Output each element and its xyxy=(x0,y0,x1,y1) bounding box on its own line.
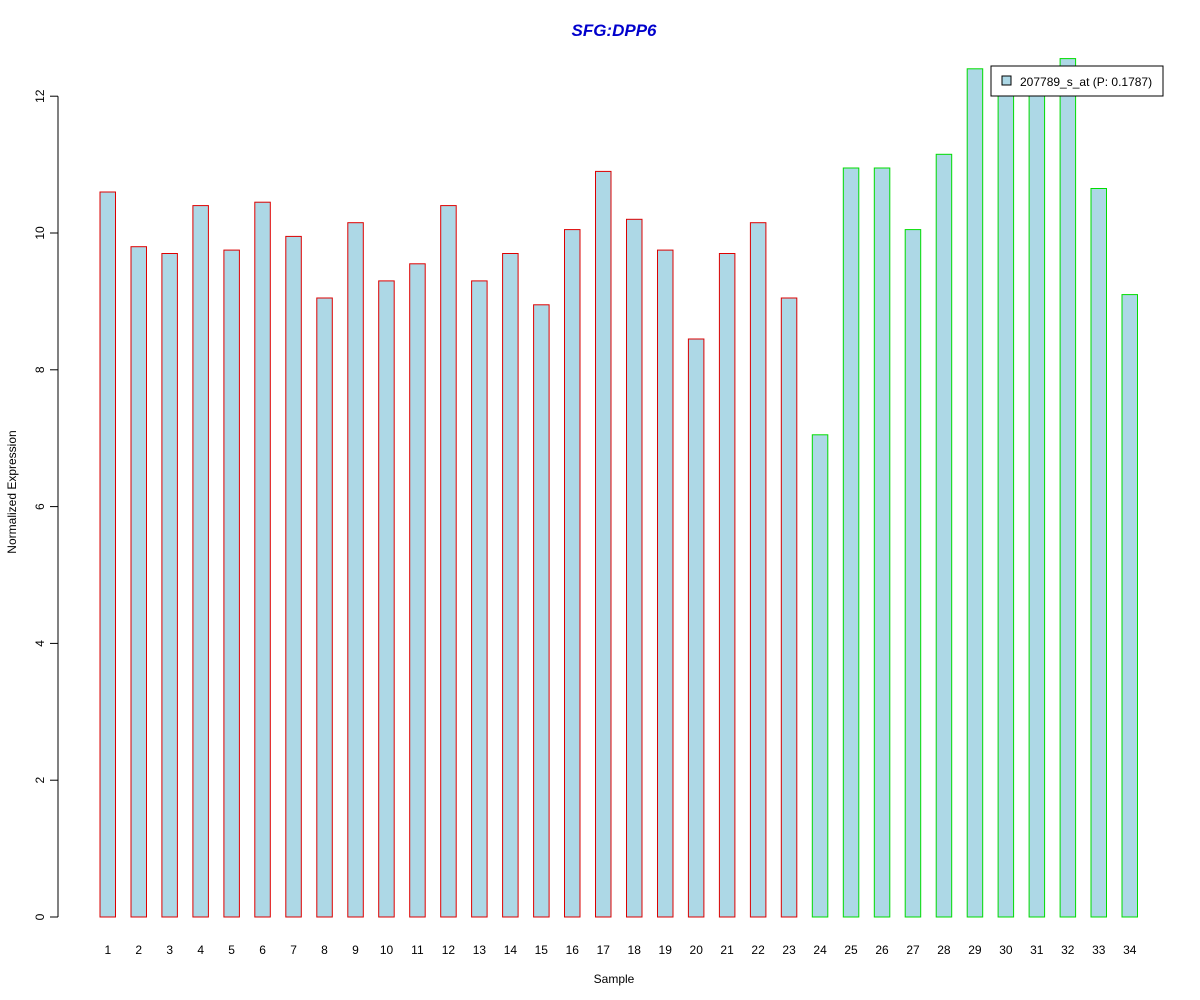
x-tick-label: 10 xyxy=(380,943,394,957)
x-tick-label: 27 xyxy=(906,943,920,957)
bar-sample-2 xyxy=(130,246,147,918)
bar-sample-7 xyxy=(285,235,302,918)
bar-sample-15 xyxy=(533,304,550,918)
bar-sample-11 xyxy=(409,263,426,918)
x-axis-title: Sample xyxy=(594,972,635,986)
x-tick-label: 9 xyxy=(352,943,359,957)
y-axis: 0 2 4 6 8 10 12 xyxy=(33,89,59,920)
x-tick-label: 24 xyxy=(813,943,827,957)
y-tick-label: 8 xyxy=(33,366,47,373)
x-tick-label: 33 xyxy=(1092,943,1106,957)
bar-sample-25 xyxy=(842,167,860,918)
x-tick-label: 20 xyxy=(690,943,704,957)
y-tick-label: 12 xyxy=(33,89,47,103)
legend-label: 207789_s_at (P: 0.1787) xyxy=(1020,75,1152,89)
bar-sample-28 xyxy=(935,153,953,918)
bar-sample-16 xyxy=(564,229,581,918)
legend-box xyxy=(990,65,1164,97)
x-tick-label: 13 xyxy=(473,943,487,957)
bar-sample-4 xyxy=(192,205,209,918)
bar-sample-10 xyxy=(378,280,395,918)
bar-sample-3 xyxy=(161,253,178,918)
bar-sample-27 xyxy=(904,229,922,918)
bar-sample-13 xyxy=(471,280,488,918)
bar-sample-18 xyxy=(626,218,643,918)
x-tick-label: 7 xyxy=(290,943,297,957)
bar-sample-19 xyxy=(657,249,674,918)
x-tick-label: 8 xyxy=(321,943,328,957)
x-tick-label: 34 xyxy=(1123,943,1137,957)
legend: 207789_s_at (P: 0.1787) xyxy=(990,65,1164,97)
bar-sample-8 xyxy=(316,297,333,918)
bar-sample-20 xyxy=(687,338,705,918)
bar-sample-33 xyxy=(1090,188,1107,918)
bar-sample-29 xyxy=(966,68,984,918)
y-tick-label: 0 xyxy=(33,913,47,920)
y-tick-label: 2 xyxy=(33,777,47,784)
bar-sample-30 xyxy=(997,92,1015,918)
bar-sample-23 xyxy=(780,297,798,918)
x-tick-label: 30 xyxy=(999,943,1013,957)
x-tick-label: 23 xyxy=(782,943,796,957)
x-tick-label: 14 xyxy=(504,943,518,957)
x-tick-label: 28 xyxy=(937,943,951,957)
x-tick-label: 18 xyxy=(628,943,642,957)
bar-sample-34 xyxy=(1121,294,1138,918)
bar-sample-17 xyxy=(595,170,612,918)
x-tick-label: 3 xyxy=(166,943,173,957)
x-tick-label: 19 xyxy=(659,943,673,957)
x-tick-label: 2 xyxy=(135,943,142,957)
y-tick-label: 6 xyxy=(33,503,47,510)
x-tick-label: 15 xyxy=(535,943,549,957)
x-tick-label: 21 xyxy=(720,943,734,957)
y-tick-label: 4 xyxy=(33,640,47,647)
bar-sample-31 xyxy=(1028,92,1046,918)
x-tick-label: 17 xyxy=(597,943,611,957)
x-tick-label: 11 xyxy=(411,943,424,957)
bar-sample-21 xyxy=(718,253,736,918)
bar-sample-32 xyxy=(1059,58,1077,918)
x-tick-label: 22 xyxy=(751,943,765,957)
y-axis-title: Normalized Expression xyxy=(5,430,19,553)
bar-sample-14 xyxy=(502,253,519,918)
x-tick-label: 26 xyxy=(875,943,889,957)
x-tick-label: 31 xyxy=(1030,943,1044,957)
x-tick-label: 25 xyxy=(844,943,858,957)
bar-sample-22 xyxy=(749,222,767,918)
bars-group xyxy=(99,58,1138,918)
bar-sample-26 xyxy=(873,167,891,918)
bar-sample-12 xyxy=(440,205,457,918)
x-tick-label: 1 xyxy=(104,943,111,957)
bar-sample-6 xyxy=(254,201,271,918)
x-tick-label: 5 xyxy=(228,943,235,957)
x-tick-label: 6 xyxy=(259,943,266,957)
x-tick-labels: 1 2 3 4 5 6 7 8 9 10 11 12 13 14 15 16 17 18 19 20 21 22 23 24 2… xyxy=(104,943,1136,957)
x-tick-label: 4 xyxy=(197,943,204,957)
y-tick-label: 10 xyxy=(33,226,47,240)
bar-sample-5 xyxy=(223,249,240,918)
legend-swatch xyxy=(1001,75,1012,86)
x-tick-label: 32 xyxy=(1061,943,1075,957)
x-tick-label: 12 xyxy=(442,943,456,957)
bar-sample-24 xyxy=(811,434,829,918)
x-tick-label: 29 xyxy=(968,943,982,957)
x-tick-label: 16 xyxy=(566,943,580,957)
chart-title: SFG:DPP6 xyxy=(571,21,657,40)
bar-sample-1 xyxy=(99,191,116,918)
bar-sample-9 xyxy=(347,222,364,918)
